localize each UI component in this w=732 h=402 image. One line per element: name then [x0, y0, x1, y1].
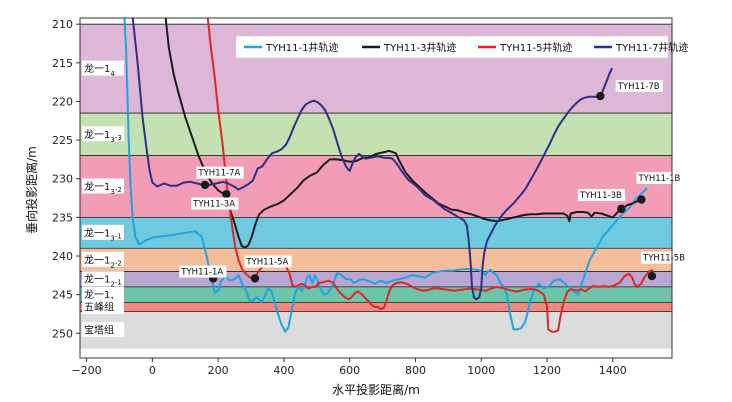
- annotation: TYH11-7B: [615, 80, 663, 93]
- annotation-label: TYH11-7B: [617, 82, 660, 92]
- layer-labels: 龙一14龙一13-3龙一13-2龙一13-1龙一12-2龙一12-1龙一11五峰…: [82, 60, 124, 338]
- annotation-label: TYH11-1B: [637, 174, 680, 184]
- marker-point: [647, 271, 657, 281]
- annotation: TYH11-7A: [196, 166, 244, 179]
- layer-name: 龙一12-1: [84, 273, 122, 289]
- y-tick-label: 210: [52, 18, 73, 31]
- point-annotations: TYH11-7A TYH11-3A TYH11-5A TYH11-1A TYH11-7B…: [179, 80, 689, 278]
- series-line: [123, 18, 648, 333]
- y-tick-label: 230: [52, 173, 73, 186]
- layer-name: 龙一13-3: [84, 128, 122, 144]
- legend: TYH11-1井轨迹 TYH11-3井轨迹 TYH11-5井轨迹 TYH11-7井轨迹: [235, 35, 688, 59]
- stratigraphic-layers: [80, 23, 672, 349]
- legend-box: [235, 35, 669, 59]
- annotation: TYH11-1B: [636, 172, 684, 185]
- x-axis-title: 水平投影距离/m: [332, 382, 420, 397]
- layer-band: [80, 248, 672, 272]
- plot-frame: [79, 17, 673, 359]
- marker-point: [200, 180, 210, 190]
- y-axis-title: 垂向投影距离/m: [24, 146, 39, 234]
- x-tick-label: 800: [405, 364, 426, 377]
- annotation-label: TYH11-1A: [180, 268, 223, 278]
- x-tick-label: 0: [149, 364, 156, 377]
- layer-name: 五峰组: [84, 301, 114, 314]
- x-tick-label: 400: [273, 364, 294, 377]
- layer-label: 五峰组: [82, 299, 124, 314]
- y-tick-label: 215: [52, 57, 73, 70]
- y-tick-label: 235: [52, 211, 73, 224]
- layer-label: 宝塔组: [82, 322, 124, 338]
- layer-label: 龙一13-1: [82, 224, 124, 242]
- layer-band: [80, 113, 672, 156]
- annotation-label: TYH11-3B: [579, 191, 622, 201]
- series-line: [131, 18, 614, 301]
- y-tick-label: 250: [52, 327, 73, 340]
- legend-label: TYH11-1井轨迹: [265, 41, 338, 54]
- legend-label: TYH11-7井轨迹: [615, 41, 688, 54]
- layer-name: 宝塔组: [84, 324, 114, 337]
- y-tick-label: 220: [52, 95, 73, 108]
- annotation: TYH11-5A: [244, 255, 292, 268]
- series-line: [164, 18, 643, 249]
- annotation-label: TYH11-5B: [642, 254, 685, 264]
- marker-point: [637, 195, 646, 204]
- x-axis: −200 0 200 400 600 800 1000 1200 1400: [71, 358, 627, 377]
- marker-point: [617, 204, 626, 214]
- layer-name: 龙一13-1: [84, 226, 122, 242]
- x-tick-label: −200: [71, 364, 101, 377]
- layer-band: [80, 217, 672, 249]
- marker-point: [222, 189, 231, 199]
- layer-name: 龙一14: [84, 62, 115, 78]
- marker-point: [596, 91, 605, 101]
- layer-band: [80, 155, 672, 218]
- x-tick-label: 1400: [599, 364, 627, 377]
- layer-label: 龙一13-2: [82, 178, 124, 196]
- x-tick-label: 1000: [467, 364, 495, 377]
- annotation-label: TYH11-3A: [192, 200, 235, 210]
- annotation-label: TYH11-7A: [197, 169, 240, 179]
- annotation: TYH11-5B: [641, 251, 689, 264]
- layer-name: 龙一13-2: [84, 180, 122, 196]
- layer-band: [80, 271, 672, 287]
- x-tick-label: 200: [208, 364, 229, 377]
- y-axis: 210 215 220 225 230 235 240 245 250: [52, 18, 80, 340]
- y-tick-label: 240: [52, 250, 73, 263]
- layer-label: 龙一14: [82, 60, 124, 78]
- layer-name: 龙一12-2: [84, 253, 122, 269]
- x-tick-label: 600: [339, 364, 360, 377]
- layer-band: [80, 311, 672, 349]
- marker-point: [250, 274, 260, 283]
- annotation-label: TYH11-5A: [245, 258, 288, 268]
- y-tick-label: 225: [52, 134, 73, 147]
- legend-label: TYH11-5井轨迹: [499, 41, 572, 54]
- layer-label: 龙一12-2: [82, 251, 124, 269]
- legend-label: TYH11-3井轨迹: [383, 41, 456, 54]
- layer-label: 龙一13-3: [82, 126, 124, 144]
- annotation: TYH11-3A: [191, 197, 239, 210]
- layer-label: 龙一12-1: [82, 271, 124, 289]
- y-tick-label: 245: [52, 289, 73, 302]
- x-tick-label: 1200: [533, 364, 561, 377]
- annotation: TYH11-1A: [179, 265, 227, 278]
- annotation: TYH11-3B: [577, 189, 626, 202]
